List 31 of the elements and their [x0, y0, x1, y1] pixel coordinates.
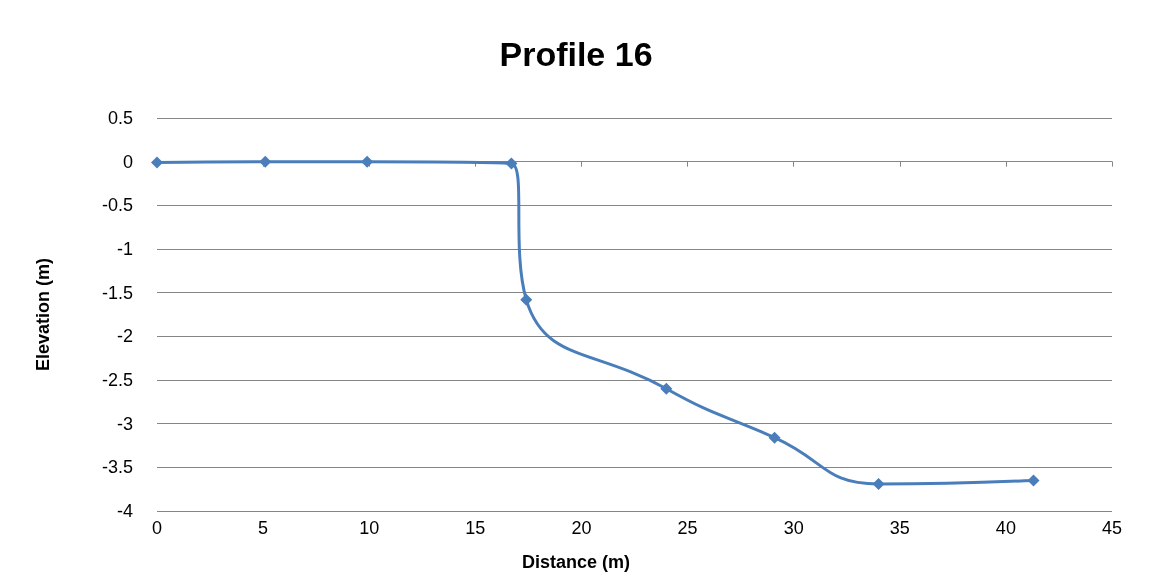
x-tick-label: 10: [359, 518, 380, 538]
x-tick-label: 25: [677, 518, 698, 538]
y-axis-title: Elevation (m): [33, 257, 53, 372]
y-tick-label: -3.5: [101, 457, 133, 478]
point: [768, 431, 781, 444]
x-tick-label: 40: [995, 518, 1016, 538]
y-tick-label: -2: [116, 326, 133, 347]
point: [1027, 474, 1040, 487]
x-tick-label: 15: [465, 518, 486, 538]
y-tick-label: 0: [122, 151, 133, 172]
point: [151, 156, 163, 169]
y-tick-label: -3: [116, 413, 133, 434]
y-tick-label: -1.5: [101, 282, 133, 303]
y-tick-label: -0.5: [101, 195, 133, 216]
x-tick-label: 35: [889, 518, 910, 538]
y-tick-label: -2.5: [101, 370, 133, 390]
y-tick-label: 0.5: [107, 108, 133, 128]
y-tick-label: -1: [116, 239, 133, 259]
chart-title: Profile 16: [499, 35, 653, 73]
x-tick-label: 30: [783, 518, 804, 538]
x-tick-label: 20: [571, 518, 592, 538]
point: [505, 157, 518, 170]
x-tick-label: 5: [258, 518, 269, 538]
x-tick-label: 0: [151, 518, 163, 538]
point: [520, 293, 533, 306]
point: [259, 155, 272, 168]
x-axis-title: Distance (m): [521, 552, 631, 572]
point: [872, 477, 885, 490]
point: [660, 382, 673, 395]
x-tick-label: 45: [1101, 518, 1123, 538]
y-tick-label: -4: [116, 501, 133, 521]
